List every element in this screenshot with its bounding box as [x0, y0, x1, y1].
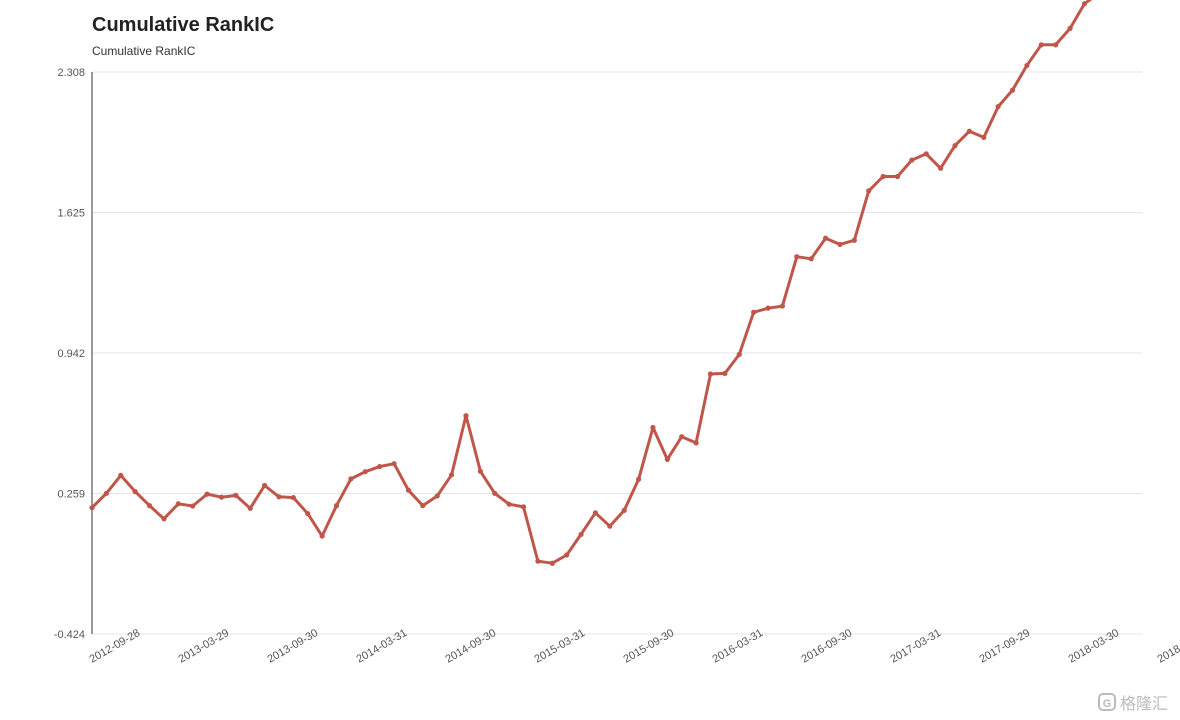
data-point — [952, 143, 958, 149]
series-line — [89, 0, 1093, 566]
data-point — [492, 490, 498, 496]
data-point — [722, 370, 728, 376]
data-point — [1067, 25, 1073, 31]
x-tick-label: 2016-03-31 — [711, 627, 766, 666]
data-point — [866, 188, 872, 194]
data-point — [233, 492, 239, 498]
data-point — [981, 134, 987, 141]
data-point — [1053, 42, 1059, 48]
data-point — [578, 531, 584, 538]
data-point — [894, 173, 901, 180]
data-point — [995, 103, 1001, 110]
data-point — [693, 440, 699, 446]
x-tick-label: 2012-09-28 — [88, 627, 143, 666]
data-point — [305, 511, 311, 517]
data-point — [909, 157, 915, 163]
data-point — [664, 456, 670, 462]
data-point — [736, 351, 742, 358]
data-point — [1009, 87, 1016, 93]
data-point — [391, 461, 397, 467]
data-point — [923, 151, 929, 157]
data-point — [290, 495, 296, 501]
data-point — [247, 505, 253, 511]
data-point — [161, 516, 167, 522]
data-point — [218, 494, 225, 500]
data-point — [262, 482, 268, 489]
y-tick-label: 2.308 — [57, 67, 85, 79]
data-point — [132, 489, 138, 495]
data-point — [276, 494, 282, 500]
data-point — [938, 165, 944, 171]
data-point — [650, 424, 656, 431]
chart-subtitle: Cumulative RankIC — [92, 44, 196, 58]
data-point — [535, 558, 541, 564]
data-point — [420, 503, 426, 509]
data-point — [434, 493, 440, 499]
data-point — [319, 533, 325, 539]
data-point — [333, 503, 340, 509]
x-tick-label: 2013-03-29 — [177, 627, 232, 666]
x-tick-label: 2015-03-31 — [533, 627, 588, 666]
data-point — [851, 237, 857, 243]
data-point — [966, 128, 972, 134]
data-point — [463, 413, 469, 419]
data-point — [549, 560, 555, 566]
data-point — [1038, 42, 1044, 48]
data-point — [679, 434, 685, 440]
x-tick-label: 2017-03-31 — [889, 627, 944, 666]
data-point — [348, 476, 354, 482]
data-point — [89, 505, 95, 511]
data-point — [765, 305, 771, 311]
data-point — [621, 507, 627, 513]
data-point — [564, 552, 570, 558]
x-tick-label: 2014-03-31 — [355, 627, 410, 666]
x-tick-labels: 2012-09-28 2013-03-29 2013-09-30 2014-03-31… — [88, 627, 1180, 666]
data-point — [190, 503, 196, 509]
data-point — [779, 303, 786, 309]
data-point — [607, 523, 613, 529]
watermark-logo: G 格隆汇 — [1098, 690, 1168, 714]
data-point — [204, 491, 210, 497]
grid-lines — [92, 71, 1142, 635]
data-point — [751, 309, 757, 315]
data-point — [448, 472, 455, 478]
x-tick-label: 2015-09-30 — [622, 627, 677, 666]
x-tick-label: 2013-09-30 — [266, 627, 321, 666]
data-point — [377, 463, 383, 470]
data-point — [1081, 1, 1088, 7]
data-point — [808, 256, 814, 262]
y-tick-label: 0.942 — [57, 348, 85, 360]
data-point — [477, 468, 483, 474]
y-tick-label: -0.424 — [54, 629, 85, 641]
data-point — [822, 235, 829, 241]
data-point — [794, 254, 800, 260]
data-point — [506, 501, 512, 507]
data-point — [880, 173, 886, 180]
logo-icon: G — [1098, 693, 1116, 711]
y-tick-label: 0.259 — [57, 489, 85, 501]
chart-title: Cumulative RankIC — [92, 14, 275, 36]
x-tick-label: 2018-03-30 — [1067, 627, 1122, 666]
data-point — [635, 476, 642, 482]
data-point — [520, 504, 527, 510]
data-point — [837, 241, 843, 247]
x-tick-label: 2016-09-30 — [800, 627, 855, 666]
y-tick-label: 1.625 — [57, 208, 85, 220]
data-point — [146, 503, 153, 509]
x-tick-label: 2017-09-29 — [978, 627, 1033, 666]
y-tick-labels: 2.308 1.625 0.942 0.259 -0.424 — [54, 67, 85, 641]
data-point — [103, 490, 109, 496]
x-tick-label: 2018-09-28 — [1156, 627, 1180, 666]
data-point — [592, 510, 599, 516]
x-tick-label: 2014-09-30 — [444, 627, 499, 666]
data-point — [405, 487, 412, 493]
data-point — [1024, 62, 1030, 69]
series-path — [90, 0, 1093, 565]
data-point — [175, 501, 181, 507]
data-point — [118, 472, 124, 478]
watermark-text: 格隆汇 — [1120, 696, 1169, 713]
data-point — [362, 469, 368, 475]
data-point — [707, 371, 714, 377]
